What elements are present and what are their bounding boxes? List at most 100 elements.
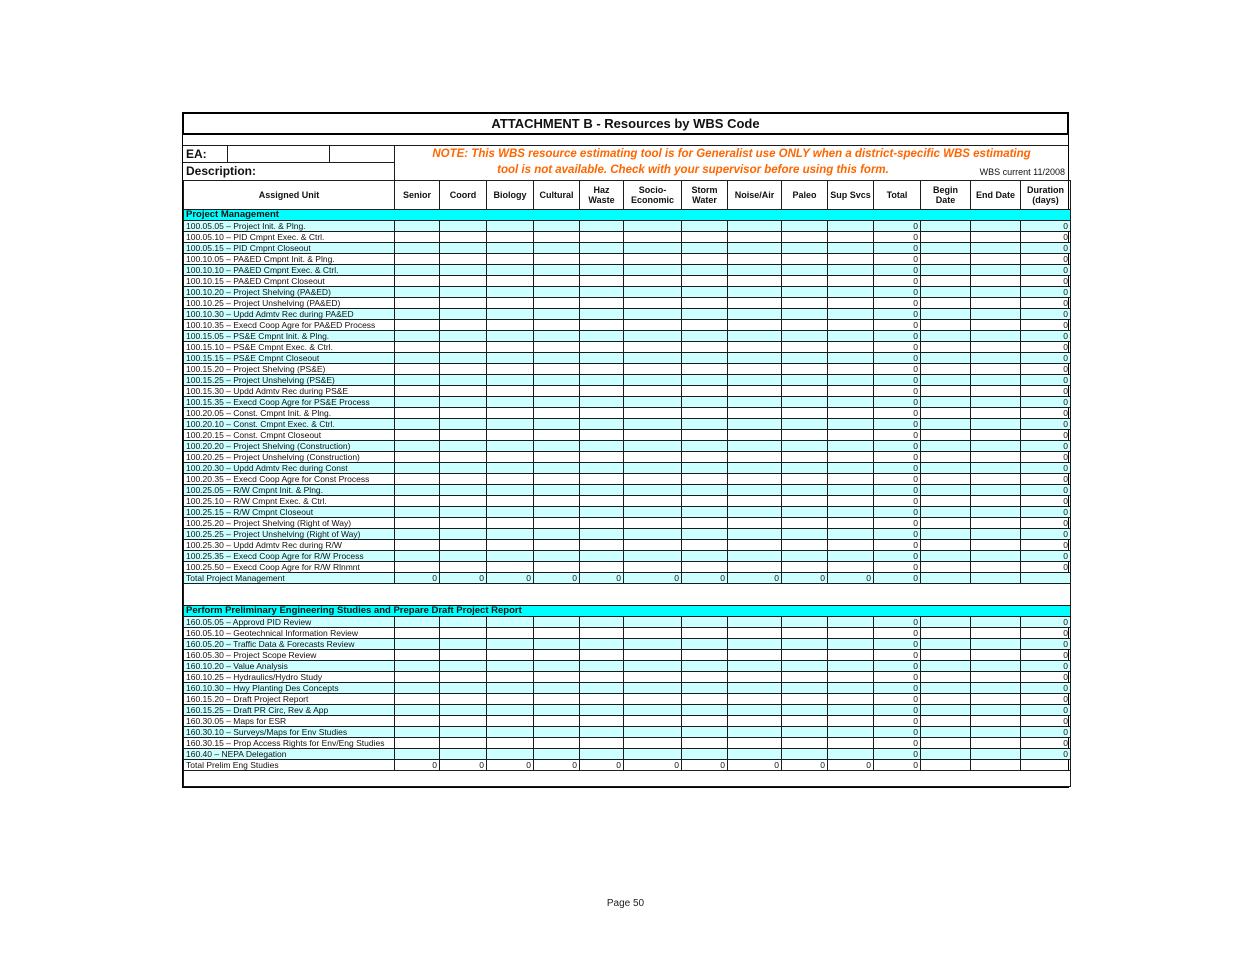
resource-cell [439, 440, 487, 452]
total-value-cell: 0 [394, 759, 440, 771]
resource-cell [623, 220, 682, 232]
resource-cell [781, 649, 828, 661]
resource-cell [681, 561, 728, 573]
resource-cell [486, 638, 534, 650]
resource-cell [533, 671, 580, 683]
resource-cell [579, 242, 624, 254]
form-header: EA: Description: NOTE: This WBS resource… [183, 146, 1068, 180]
col-header-senior: Senior [394, 180, 440, 210]
resource-cell [681, 704, 728, 716]
resource-cell [439, 627, 487, 639]
resource-cell [579, 308, 624, 320]
resource-cell [394, 451, 440, 463]
resource-cell [681, 308, 728, 320]
begin-date-cell [920, 242, 971, 254]
wbs-row: 100.15.35 – Execd Coop Agre for PS&E Pro… [183, 396, 1071, 408]
resource-cell [827, 638, 874, 650]
total-value-cell: 0 [486, 572, 534, 584]
resource-cell [533, 220, 580, 232]
resource-cell [781, 231, 828, 243]
wbs-code-label: 100.15.15 – PS&E Cmpnt Closeout [183, 352, 395, 364]
resource-cell [827, 264, 874, 276]
begin-date-cell [920, 473, 971, 485]
resource-cell [727, 451, 782, 463]
resource-cell [486, 275, 534, 287]
resource-cell [827, 561, 874, 573]
total-value-cell: 0 [681, 759, 728, 771]
resource-cell [827, 319, 874, 331]
end-date-cell [970, 682, 1021, 694]
wbs-code-label: 100.20.05 – Const. Cmpnt Init. & Plng. [183, 407, 395, 419]
resource-cell [827, 495, 874, 507]
resource-cell [681, 319, 728, 331]
col-header-haz-waste: Haz Waste [579, 180, 624, 210]
begin-date-cell [920, 649, 971, 661]
resource-cell [533, 473, 580, 485]
wbs-row: 100.10.25 – Project Unshelving (PA&ED) 0 0 [183, 297, 1071, 309]
wbs-code-label: 100.15.35 – Execd Coop Agre for PS&E Pro… [183, 396, 395, 408]
resource-cell [486, 297, 534, 309]
resource-cell [533, 737, 580, 749]
ea-input[interactable] [228, 146, 330, 162]
resource-cell [781, 242, 828, 254]
resource-cell [486, 462, 534, 474]
resource-cell [579, 231, 624, 243]
resource-cell [486, 407, 534, 419]
resource-cell [394, 352, 440, 364]
resource-cell [681, 275, 728, 287]
note-text-line1: NOTE: This WBS resource estimating tool … [432, 148, 1031, 160]
wbs-row: 100.25.30 – Updd Admtv Rec during R/W 0 0 [183, 539, 1071, 551]
wbs-row: 100.20.35 – Execd Coop Agre for Const Pr… [183, 473, 1071, 485]
resource-cell [486, 374, 534, 386]
wbs-code-label: 100.25.35 – Execd Coop Agre for R/W Proc… [183, 550, 395, 562]
begin-date-cell [920, 572, 971, 584]
total-value-cell: 0 [623, 759, 682, 771]
wbs-row: 100.20.15 – Const. Cmpnt Closeout 0 0 [183, 429, 1071, 441]
resource-cell [681, 737, 728, 749]
wbs-row: 160.10.25 – Hydraulics/Hydro Study 0 0 [183, 671, 1071, 683]
assigned-unit-header: Assigned Unit [183, 180, 395, 210]
resource-cell [623, 484, 682, 496]
wbs-code-label: 100.15.20 – Project Shelving (PS&E) [183, 363, 395, 375]
resource-cell [827, 363, 874, 375]
resource-cell [681, 330, 728, 342]
resource-cell [623, 319, 682, 331]
resource-cell [439, 704, 487, 716]
resource-cell [623, 429, 682, 441]
col-header-coord: Coord [439, 180, 487, 210]
resource-cell [394, 275, 440, 287]
wbs-row: 100.15.05 – PS&E Cmpnt Init. & Plng. 0 0 [183, 330, 1071, 342]
resource-cell [623, 396, 682, 408]
resource-cell [439, 495, 487, 507]
wbs-code-label: 160.30.05 – Maps for ESR [183, 715, 395, 727]
resource-cell [533, 385, 580, 397]
duration-cell: 0 [1020, 627, 1071, 639]
wbs-row: 100.25.20 – Project Shelving (Right of W… [183, 517, 1071, 529]
resource-cell [579, 275, 624, 287]
resource-cell [727, 462, 782, 474]
wbs-code-label: 100.20.25 – Project Unshelving (Construc… [183, 451, 395, 463]
resource-cell [533, 440, 580, 452]
wbs-code-label: 100.05.15 – PID Cmpnt Closeout [183, 242, 395, 254]
resource-cell [533, 462, 580, 474]
resource-cell [681, 693, 728, 705]
total-value-cell: 0 [827, 759, 874, 771]
total-cell: 0 [873, 649, 921, 661]
total-cell: 0 [873, 319, 921, 331]
begin-date-cell [920, 627, 971, 639]
resource-cell [727, 418, 782, 430]
wbs-row: 100.25.15 – R/W Cmpnt Closeout 0 0 [183, 506, 1071, 518]
resource-cell [486, 748, 534, 760]
resource-cell [579, 671, 624, 683]
resource-cell [681, 231, 728, 243]
resource-cell [781, 550, 828, 562]
resource-cell [727, 649, 782, 661]
resource-cell [727, 506, 782, 518]
resource-cell [394, 264, 440, 276]
resource-cell [394, 737, 440, 749]
section-gap-row [183, 583, 1071, 606]
duration-cell: 0 [1020, 231, 1071, 243]
resource-cell [533, 638, 580, 650]
wbs-code-label: 160.10.25 – Hydraulics/Hydro Study [183, 671, 395, 683]
resource-cell [394, 506, 440, 518]
